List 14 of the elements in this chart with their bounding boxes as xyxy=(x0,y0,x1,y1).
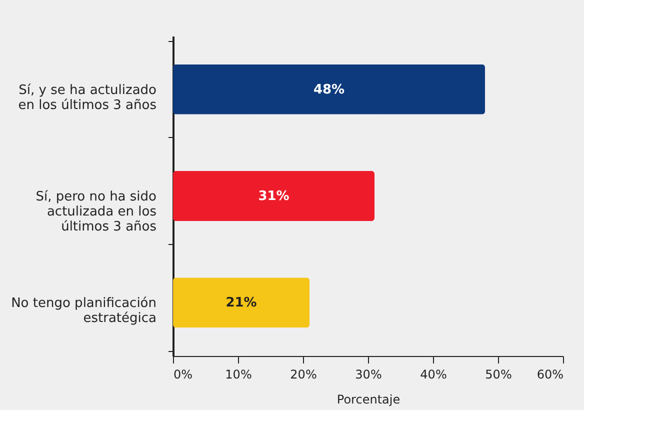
data-label: 21% xyxy=(226,296,257,311)
x-tick-label: 0% xyxy=(174,368,193,382)
y-tick-label: Sí, pero no ha sido actulizada en los últimos 3 años xyxy=(36,190,157,234)
x-tick-label: 30% xyxy=(355,368,382,382)
x-tick-label: 10% xyxy=(225,368,252,382)
x-tick-label: 40% xyxy=(420,368,447,382)
x-axis-title: Porcentaje xyxy=(336,392,400,406)
data-label: 48% xyxy=(313,82,345,98)
y-tick-label: Sí, y se ha actulizado en los últimos 3 años xyxy=(18,82,157,113)
y-tick-label: No tengo planificación estratégica xyxy=(11,296,156,326)
x-tick-label: 20% xyxy=(290,368,317,382)
x-tick-label: 60% xyxy=(536,368,564,382)
data-label: 31% xyxy=(258,189,290,204)
x-tick-label: 50% xyxy=(485,368,512,382)
